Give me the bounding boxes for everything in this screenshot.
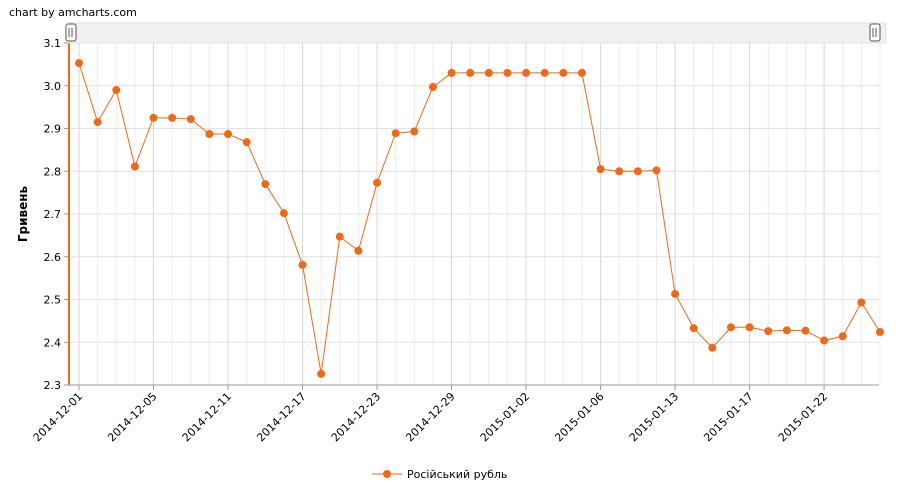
data-point — [522, 68, 531, 77]
y-axis-title: Гривень — [16, 185, 30, 242]
data-point — [205, 130, 214, 139]
y-tick-label: 3.1 — [44, 37, 62, 50]
data-point — [484, 68, 493, 77]
data-point — [242, 138, 251, 147]
data-point — [112, 86, 121, 95]
data-point — [689, 324, 698, 333]
data-point — [633, 167, 642, 176]
data-point — [261, 180, 270, 189]
data-point — [596, 165, 605, 174]
x-tick-label: 2014-12-29 — [403, 390, 457, 444]
series-line — [78, 62, 881, 374]
y-tick-label: 2.6 — [44, 251, 62, 264]
legend[interactable]: Російський рубль — [372, 468, 507, 481]
data-point — [224, 130, 233, 139]
data-point — [428, 83, 437, 92]
data-point — [130, 162, 139, 171]
data-point — [168, 113, 177, 122]
chart-credit[interactable]: chart by amcharts.com — [0, 0, 146, 20]
data-point — [335, 232, 344, 241]
data-point — [93, 118, 102, 127]
data-point — [373, 178, 382, 187]
data-point — [149, 113, 158, 122]
data-point — [410, 127, 419, 136]
data-point — [652, 166, 661, 175]
data-point — [745, 323, 754, 332]
y-tick-label: 2.3 — [44, 379, 62, 392]
x-tick-label: 2014-12-17 — [254, 390, 308, 444]
y-tick-label: 2.9 — [44, 123, 62, 136]
series-russian-ruble — [75, 59, 884, 378]
data-point — [391, 129, 400, 138]
data-point — [820, 336, 829, 345]
data-point — [354, 246, 363, 255]
data-point — [708, 343, 717, 352]
data-point — [838, 332, 847, 341]
scrollbar-left-grip[interactable] — [65, 23, 77, 42]
data-point — [503, 68, 512, 77]
data-point — [615, 167, 624, 176]
grid — [69, 42, 881, 386]
data-point — [764, 327, 773, 336]
data-point — [540, 68, 549, 77]
x-tick-label: 2014-12-11 — [180, 390, 234, 444]
legend-marker-dot — [383, 470, 391, 478]
x-tick-label: 2014-12-05 — [105, 390, 159, 444]
data-point — [857, 298, 866, 307]
data-point — [671, 289, 680, 298]
x-tick-label: 2015-01-06 — [552, 390, 606, 444]
scrollbar-track — [68, 22, 887, 44]
x-tick-label: 2015-01-02 — [478, 390, 532, 444]
chart-scrollbar[interactable] — [65, 22, 887, 44]
y-tick-label: 2.8 — [44, 165, 62, 178]
data-point — [447, 68, 456, 77]
data-point — [186, 115, 195, 124]
y-tick-label: 2.4 — [44, 336, 62, 349]
data-point — [317, 369, 326, 378]
data-point — [298, 260, 307, 269]
data-point — [726, 323, 735, 332]
y-tick-label: 2.7 — [44, 208, 62, 221]
data-point — [876, 327, 884, 336]
x-tick-label: 2015-01-22 — [776, 390, 830, 444]
y-tick-label: 3.0 — [44, 80, 62, 93]
data-point — [466, 68, 475, 77]
data-point — [801, 326, 810, 335]
data-point — [782, 326, 791, 335]
x-tick-label: 2015-01-17 — [701, 390, 755, 444]
x-tick-label: 2015-01-13 — [627, 390, 681, 444]
y-tick-label: 2.5 — [44, 294, 62, 307]
data-point — [559, 68, 568, 77]
x-tick-label: 2014-12-23 — [329, 390, 383, 444]
x-tick-label: 2014-12-01 — [31, 390, 85, 444]
legend-item-label: Російський рубль — [407, 468, 507, 481]
data-point — [279, 209, 288, 218]
data-point — [75, 59, 83, 68]
scrollbar-right-grip[interactable] — [869, 23, 881, 42]
data-point — [577, 68, 586, 77]
